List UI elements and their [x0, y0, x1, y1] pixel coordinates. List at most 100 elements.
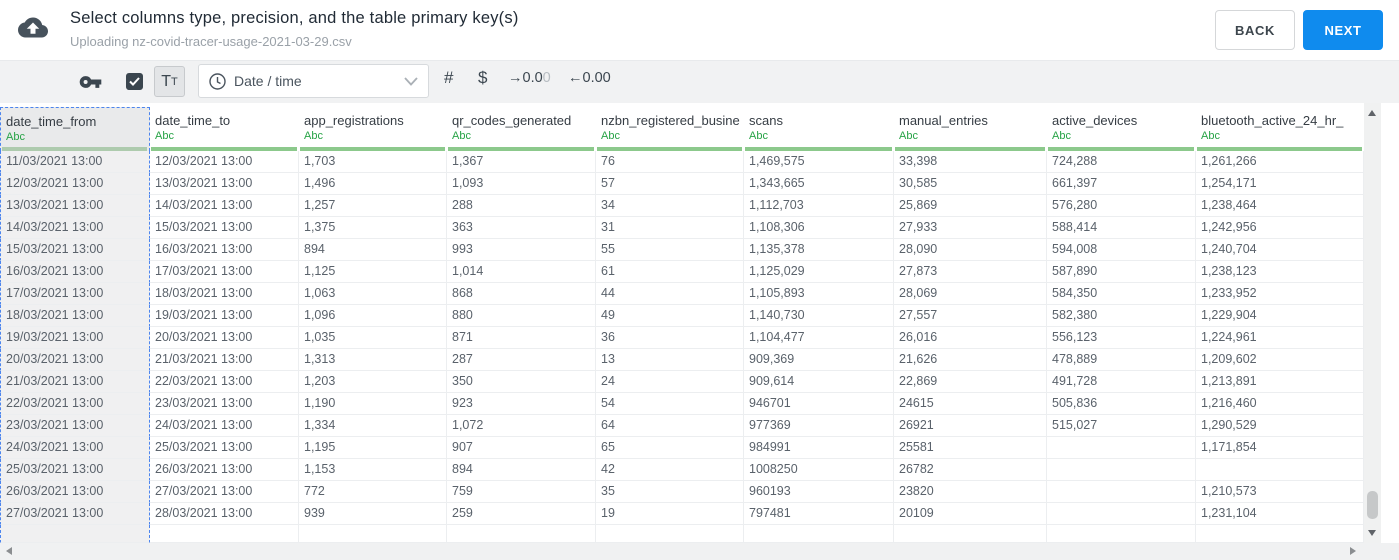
cell: 1,224,961 — [1196, 327, 1364, 349]
cell: 65 — [596, 437, 744, 459]
cell: 55 — [596, 239, 744, 261]
primary-key-checkbox[interactable] — [126, 73, 143, 90]
cell: 19/03/2021 13:00 — [150, 305, 299, 327]
table-row: 16/03/2021 13:00 17/03/2021 13:00 1,125 1,0… — [0, 261, 1364, 283]
cell — [1196, 525, 1364, 543]
column-type-label: Abc — [1201, 130, 1220, 142]
cell: 587,890 — [1047, 261, 1196, 283]
back-button[interactable]: BACK — [1215, 10, 1295, 50]
scroll-right-icon[interactable] — [1350, 547, 1356, 555]
cell: 18/03/2021 13:00 — [0, 305, 150, 327]
cell: 27/03/2021 13:00 — [0, 503, 150, 525]
cell: 17/03/2021 13:00 — [0, 283, 150, 305]
cell: 36 — [596, 327, 744, 349]
cell: 946701 — [744, 393, 894, 415]
column-name: active_devices — [1052, 113, 1138, 128]
scroll-down-icon[interactable] — [1368, 530, 1376, 536]
cell: 1,290,529 — [1196, 415, 1364, 437]
cell: 24615 — [894, 393, 1047, 415]
cell: 724,288 — [1047, 151, 1196, 173]
cell: 993 — [447, 239, 596, 261]
cell: 287 — [447, 349, 596, 371]
cell — [744, 525, 894, 543]
column-header-app_registrations[interactable]: app_registrations Abc — [299, 107, 447, 151]
cell: 1,105,893 — [744, 283, 894, 305]
cell: 13/03/2021 13:00 — [150, 173, 299, 195]
cell: 505,836 — [1047, 393, 1196, 415]
cell: 288 — [447, 195, 596, 217]
cell: 26/03/2021 13:00 — [150, 459, 299, 481]
cell: 15/03/2021 13:00 — [150, 217, 299, 239]
cell: 22/03/2021 13:00 — [0, 393, 150, 415]
page-subtitle: Uploading nz-covid-tracer-usage-2021-03-… — [70, 34, 352, 49]
cell: 1,108,306 — [744, 217, 894, 239]
cell — [447, 525, 596, 543]
cell: 1,238,464 — [1196, 195, 1364, 217]
cell: 17/03/2021 13:00 — [150, 261, 299, 283]
column-status-bar — [1048, 147, 1194, 151]
cell: 26,016 — [894, 327, 1047, 349]
cell: 491,728 — [1047, 371, 1196, 393]
next-button[interactable]: NEXT — [1303, 10, 1383, 50]
cell: 1,231,104 — [1196, 503, 1364, 525]
column-header-date_time_to[interactable]: date_time_to Abc — [150, 107, 299, 151]
table-row: 13/03/2021 13:00 14/03/2021 13:00 1,257 288… — [0, 195, 1364, 217]
column-status-bar — [597, 147, 742, 151]
currency-type-button[interactable]: $ — [478, 68, 488, 87]
number-type-button[interactable]: # — [444, 68, 454, 87]
cell: 1,104,477 — [744, 327, 894, 349]
vertical-scrollbar[interactable] — [1364, 103, 1381, 543]
cell: 54 — [596, 393, 744, 415]
cloud-upload-icon — [18, 17, 48, 38]
cell: 26782 — [894, 459, 1047, 481]
key-icon — [79, 76, 102, 88]
column-header-active_devices[interactable]: active_devices Abc — [1047, 107, 1196, 151]
column-header-bluetooth_active_24_hr_[interactable]: bluetooth_active_24_hr_ Abc — [1196, 107, 1364, 151]
table-row: 20/03/2021 13:00 21/03/2021 13:00 1,313 287… — [0, 349, 1364, 371]
cell: 13/03/2021 13:00 — [0, 195, 150, 217]
cell: 1,703 — [299, 151, 447, 173]
cell: 515,027 — [1047, 415, 1196, 437]
cell: 25/03/2021 13:00 — [0, 459, 150, 481]
cell: 25/03/2021 13:00 — [150, 437, 299, 459]
cell — [150, 525, 299, 543]
column-name: scans — [749, 113, 783, 128]
horizontal-scrollbar[interactable] — [0, 543, 1364, 560]
column-header-nzbn_registered_busine[interactable]: nzbn_registered_busine Abc — [596, 107, 744, 151]
cell: 909,369 — [744, 349, 894, 371]
column-type-label: Abc — [6, 131, 25, 143]
cell: 1,213,891 — [1196, 371, 1364, 393]
cell: 594,008 — [1047, 239, 1196, 261]
cell: 25581 — [894, 437, 1047, 459]
cell: 661,397 — [1047, 173, 1196, 195]
cell: 28,069 — [894, 283, 1047, 305]
table-row: 27/03/2021 13:00 28/03/2021 13:00 939 259 19… — [0, 503, 1364, 525]
cell: 960193 — [744, 481, 894, 503]
cell: 576,280 — [1047, 195, 1196, 217]
column-type-select[interactable]: Date / time — [198, 64, 429, 98]
cell: 21/03/2021 13:00 — [0, 371, 150, 393]
cell: 1,153 — [299, 459, 447, 481]
column-header-qr_codes_generated[interactable]: qr_codes_generated Abc — [447, 107, 596, 151]
cell: 64 — [596, 415, 744, 437]
table-row: 18/03/2021 13:00 19/03/2021 13:00 1,096 880… — [0, 305, 1364, 327]
table-row: 21/03/2021 13:00 22/03/2021 13:00 1,203 350… — [0, 371, 1364, 393]
cell: 16/03/2021 13:00 — [150, 239, 299, 261]
column-name: bluetooth_active_24_hr_ — [1201, 113, 1344, 128]
cell: 21,626 — [894, 349, 1047, 371]
decimal-shift-left-button[interactable]: ←0.00 — [568, 70, 611, 86]
cell: 1,469,575 — [744, 151, 894, 173]
scroll-left-icon[interactable] — [6, 547, 12, 555]
cell — [1196, 459, 1364, 481]
cell: 14/03/2021 13:00 — [150, 195, 299, 217]
vertical-scrollbar-thumb[interactable] — [1367, 491, 1378, 519]
column-header-manual_entries[interactable]: manual_entries Abc — [894, 107, 1047, 151]
column-header-date_time_from[interactable]: date_time_from Abc — [0, 107, 150, 151]
scroll-up-icon[interactable] — [1368, 110, 1376, 116]
arrow-right-icon: → — [508, 70, 523, 86]
decimal-shift-right-button[interactable]: →0.00 — [508, 70, 551, 86]
column-header-scans[interactable]: scans Abc — [744, 107, 894, 151]
cell: 894 — [299, 239, 447, 261]
